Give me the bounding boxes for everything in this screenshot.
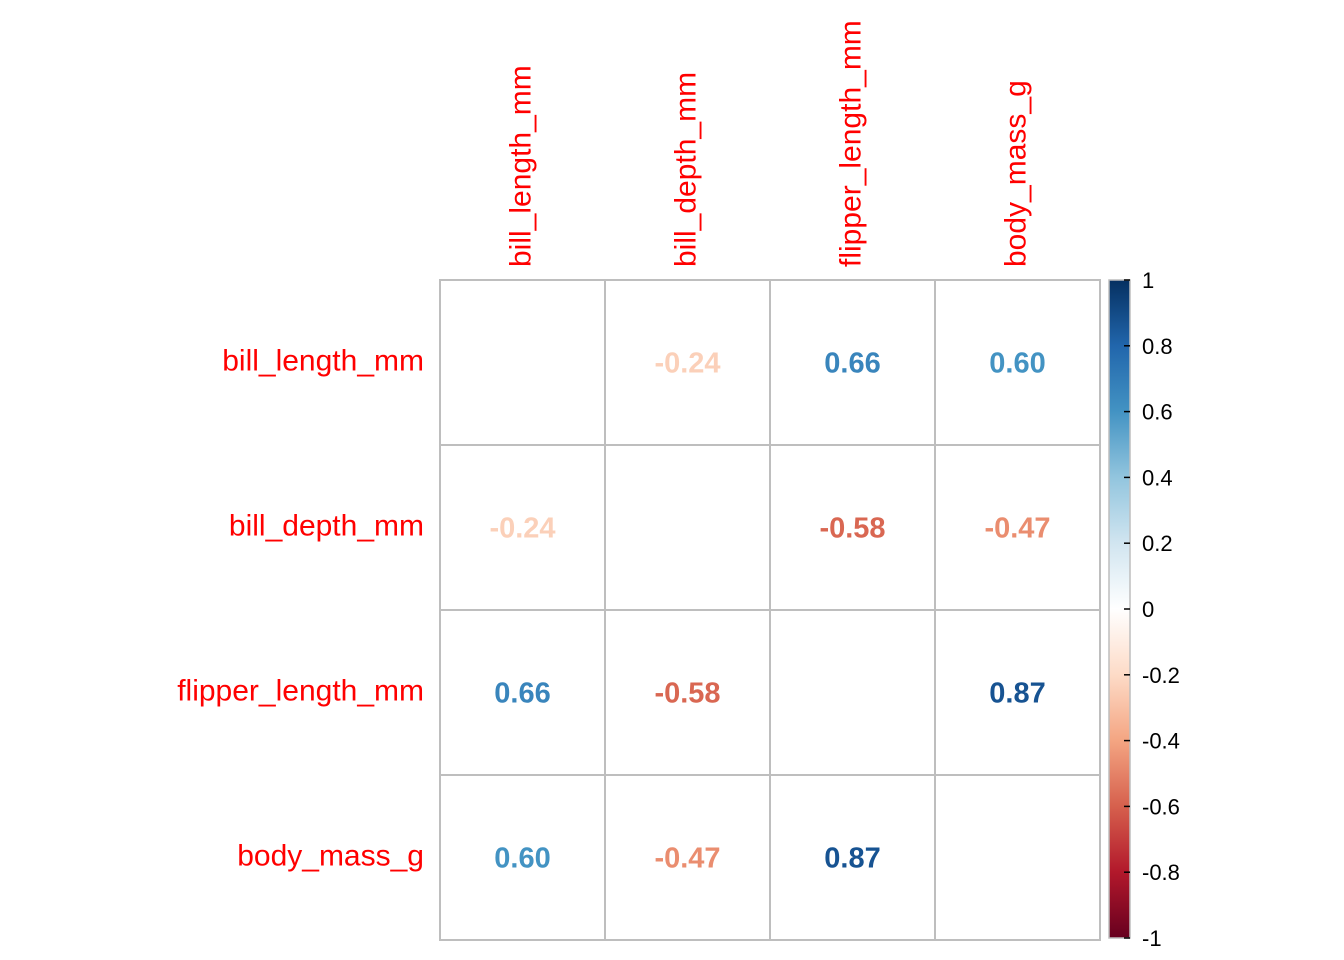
colorbar-tick-label: 0.4 — [1142, 465, 1173, 490]
grid-cell — [769, 279, 936, 446]
grid-cell — [934, 609, 1101, 776]
correlation-value: -0.47 — [654, 843, 720, 875]
color-legend: 1 0.8 0.6 0.4 0.2 0 -0.2 -0.4 -0.6 -0.8 -1 — [1108, 268, 1180, 951]
grid-cell — [439, 279, 606, 446]
column-label: bill_length_mm — [505, 65, 538, 267]
colorbar-tick-label: 0.6 — [1142, 400, 1173, 425]
grid-cell — [604, 609, 771, 776]
correlation-value: 0.66 — [494, 678, 550, 710]
row-label: bill_depth_mm — [229, 510, 424, 543]
colorbar-tick-label: -0.2 — [1142, 663, 1180, 688]
correlation-value: 0.87 — [824, 843, 880, 875]
colorbar-tick-label: -0.6 — [1142, 794, 1180, 819]
column-label: flipper_length_mm — [835, 20, 868, 267]
colorbar-tick-label: 0 — [1142, 597, 1154, 622]
column-labels: bill_length_mm bill_depth_mm flipper_lengt… — [505, 20, 1033, 267]
grid-cell — [604, 444, 771, 611]
correlation-grid — [439, 279, 1101, 941]
colorbar-tick-label: -0.8 — [1142, 860, 1180, 885]
grid-cell — [934, 444, 1101, 611]
colorbar-tick-label: 0.8 — [1142, 334, 1173, 359]
grid-cell — [934, 279, 1101, 446]
row-labels: bill_length_mm bill_depth_mm flipper_lengt… — [177, 345, 424, 873]
colorbar-tick-label: 1 — [1142, 268, 1154, 293]
correlation-value: -0.58 — [654, 678, 720, 710]
grid-cell — [604, 774, 771, 941]
correlation-values: -0.24 0.66 0.60 -0.24 -0.58 -0.47 0.66 -0.58 0.8… — [489, 348, 1050, 875]
colorbar-tick-label: -0.4 — [1142, 729, 1180, 754]
grid-cell — [934, 774, 1101, 941]
colorbar-tick-label: 0.2 — [1142, 531, 1173, 556]
row-label: bill_length_mm — [222, 345, 424, 378]
row-label: flipper_length_mm — [177, 675, 424, 708]
correlation-value: -0.24 — [489, 513, 555, 545]
grid-cell — [439, 444, 606, 611]
correlation-value: 0.66 — [824, 348, 880, 380]
correlation-value: -0.47 — [984, 513, 1050, 545]
row-label: body_mass_g — [237, 840, 424, 873]
colorbar-tick-label: -1 — [1142, 926, 1162, 951]
grid-cell — [604, 279, 771, 446]
correlation-value: -0.58 — [819, 513, 885, 545]
correlation-value: 0.60 — [494, 843, 550, 875]
grid-cell — [769, 609, 936, 776]
column-label: body_mass_g — [1000, 80, 1033, 267]
grid-cell — [439, 774, 606, 941]
column-label: bill_depth_mm — [670, 72, 703, 267]
correlation-value: 0.60 — [989, 348, 1045, 380]
correlation-value: 0.87 — [989, 678, 1045, 710]
correlation-value: -0.24 — [654, 348, 720, 380]
